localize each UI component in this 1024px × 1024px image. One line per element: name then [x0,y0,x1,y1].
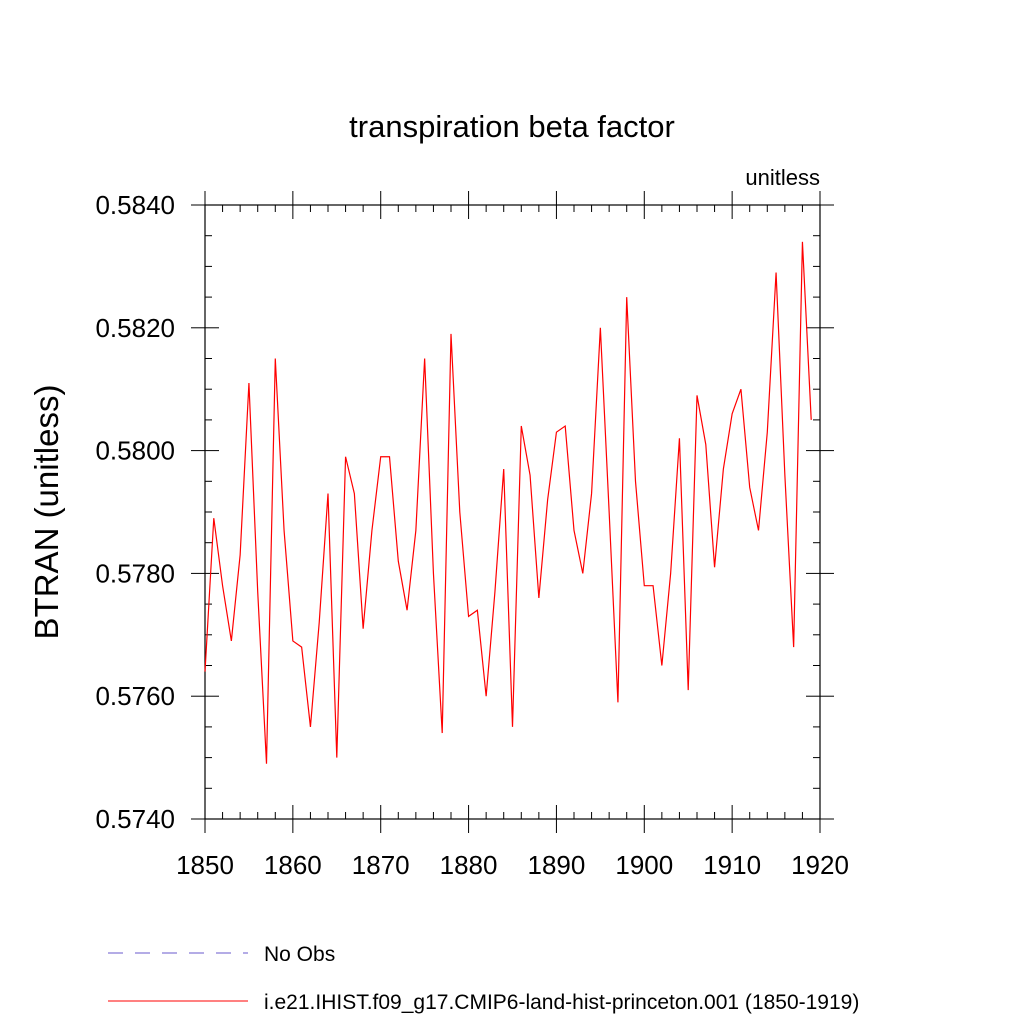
legend-label: No Obs [264,943,335,966]
x-tick-label: 1850 [176,850,234,880]
y-axis-label: BTRAN (unitless) [28,385,65,640]
x-tick-label: 1880 [440,850,498,880]
series-line [204,241,812,764]
y-tick-label: 0.5840 [95,190,175,220]
units-label: unitless [745,165,820,190]
x-tick-label: 1910 [703,850,761,880]
x-tick-label: 1920 [791,850,849,880]
legend-label: i.e21.IHIST.f09_g17.CMIP6-land-hist-prin… [264,991,859,1014]
plot-area: 1850 1860 1870 1880 1890 1900 1910 1920 0.5740 0.… [95,190,848,880]
x-tick-label: 1900 [615,850,673,880]
y-tick-label: 0.5740 [95,804,175,834]
chart-title: transpiration beta factor [349,109,675,144]
y-tick-label: 0.5800 [95,436,175,466]
y-tick-label: 0.5760 [95,681,175,711]
x-tick-label: 1860 [264,850,322,880]
x-tick-label: 1870 [352,850,410,880]
x-tick-label: 1890 [528,850,586,880]
legend: No Obs i.e21.IHIST.f09_g17.CMIP6-land-his… [108,943,859,1014]
y-tick-label: 0.5820 [95,313,175,343]
y-tick-label: 0.5780 [95,558,175,588]
